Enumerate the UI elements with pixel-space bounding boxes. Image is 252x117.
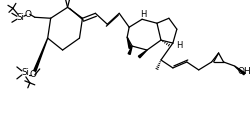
Text: H: H xyxy=(140,10,146,19)
Polygon shape xyxy=(127,37,131,48)
Polygon shape xyxy=(234,66,245,75)
Text: O: O xyxy=(29,70,36,79)
Text: H: H xyxy=(176,41,182,50)
Text: Si: Si xyxy=(21,68,29,77)
Text: OH: OH xyxy=(238,67,251,76)
Polygon shape xyxy=(128,46,132,54)
Text: O: O xyxy=(24,10,31,19)
Text: Si: Si xyxy=(16,13,24,22)
Polygon shape xyxy=(138,50,147,58)
Polygon shape xyxy=(34,38,48,71)
